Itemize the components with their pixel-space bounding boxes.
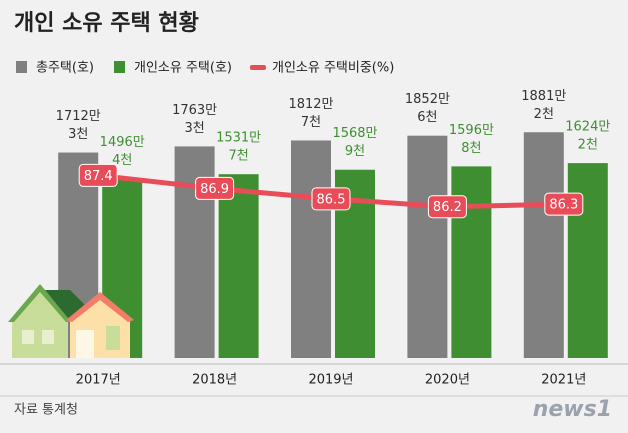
house-illustration — [8, 284, 134, 358]
logo: news1 — [533, 397, 612, 422]
data-label: 9천 — [345, 144, 365, 159]
point-label: 86.3 — [549, 198, 578, 213]
legend-label: 개인소유 주택(호) — [134, 61, 232, 76]
data-label: 1852만 — [405, 92, 450, 107]
data-label: 1712만 — [56, 109, 101, 124]
bar — [523, 132, 564, 358]
point-box — [427, 195, 467, 219]
data-label: 3천 — [68, 127, 88, 142]
legend-swatch — [113, 61, 125, 73]
legend-swatch — [16, 61, 27, 73]
data-label: 2천 — [534, 107, 554, 122]
source: 자료 통계청 — [14, 403, 78, 418]
data-label: 1812만 — [288, 97, 333, 112]
x-tick-label: 2019년 — [308, 373, 353, 388]
point-box — [78, 163, 118, 187]
point-box — [311, 187, 351, 211]
legend-swatch — [249, 65, 266, 70]
data-label: 1568만 — [332, 126, 377, 141]
data-label: 3천 — [184, 121, 204, 136]
bar — [291, 140, 331, 358]
legend-label: 개인소유 주택비중(%) — [272, 61, 394, 76]
data-label: 1531만 — [216, 131, 261, 146]
data-label: 1624만 — [565, 120, 610, 135]
bar — [567, 163, 608, 358]
point-label: 86.2 — [433, 200, 462, 215]
x-tick-label: 2018년 — [192, 373, 237, 388]
point-box — [195, 176, 235, 200]
legend-label: 총주택(호) — [36, 61, 94, 76]
chart-title: 개인 소유 주택 현황 — [14, 11, 199, 36]
data-label: 6천 — [417, 110, 437, 125]
point-label: 86.5 — [317, 192, 346, 207]
point-label: 87.4 — [84, 169, 113, 184]
data-label: 1596만 — [449, 123, 494, 138]
data-label: 2천 — [578, 138, 598, 153]
x-tick-label: 2017년 — [76, 373, 121, 388]
bar — [407, 135, 448, 358]
data-label: 7천 — [228, 149, 248, 164]
bar — [451, 166, 492, 358]
data-label: 1496만 — [100, 135, 145, 150]
point-label: 86.9 — [200, 182, 229, 197]
point-box — [544, 192, 584, 216]
data-label: 4천 — [112, 153, 132, 168]
bar — [218, 174, 259, 358]
data-label: 8천 — [461, 141, 481, 156]
x-tick-label: 2020년 — [425, 373, 470, 388]
x-tick-label: 2021년 — [541, 373, 586, 388]
data-label: 1881만 — [521, 89, 566, 104]
data-label: 1763만 — [172, 103, 217, 118]
data-label: 7천 — [301, 115, 321, 130]
